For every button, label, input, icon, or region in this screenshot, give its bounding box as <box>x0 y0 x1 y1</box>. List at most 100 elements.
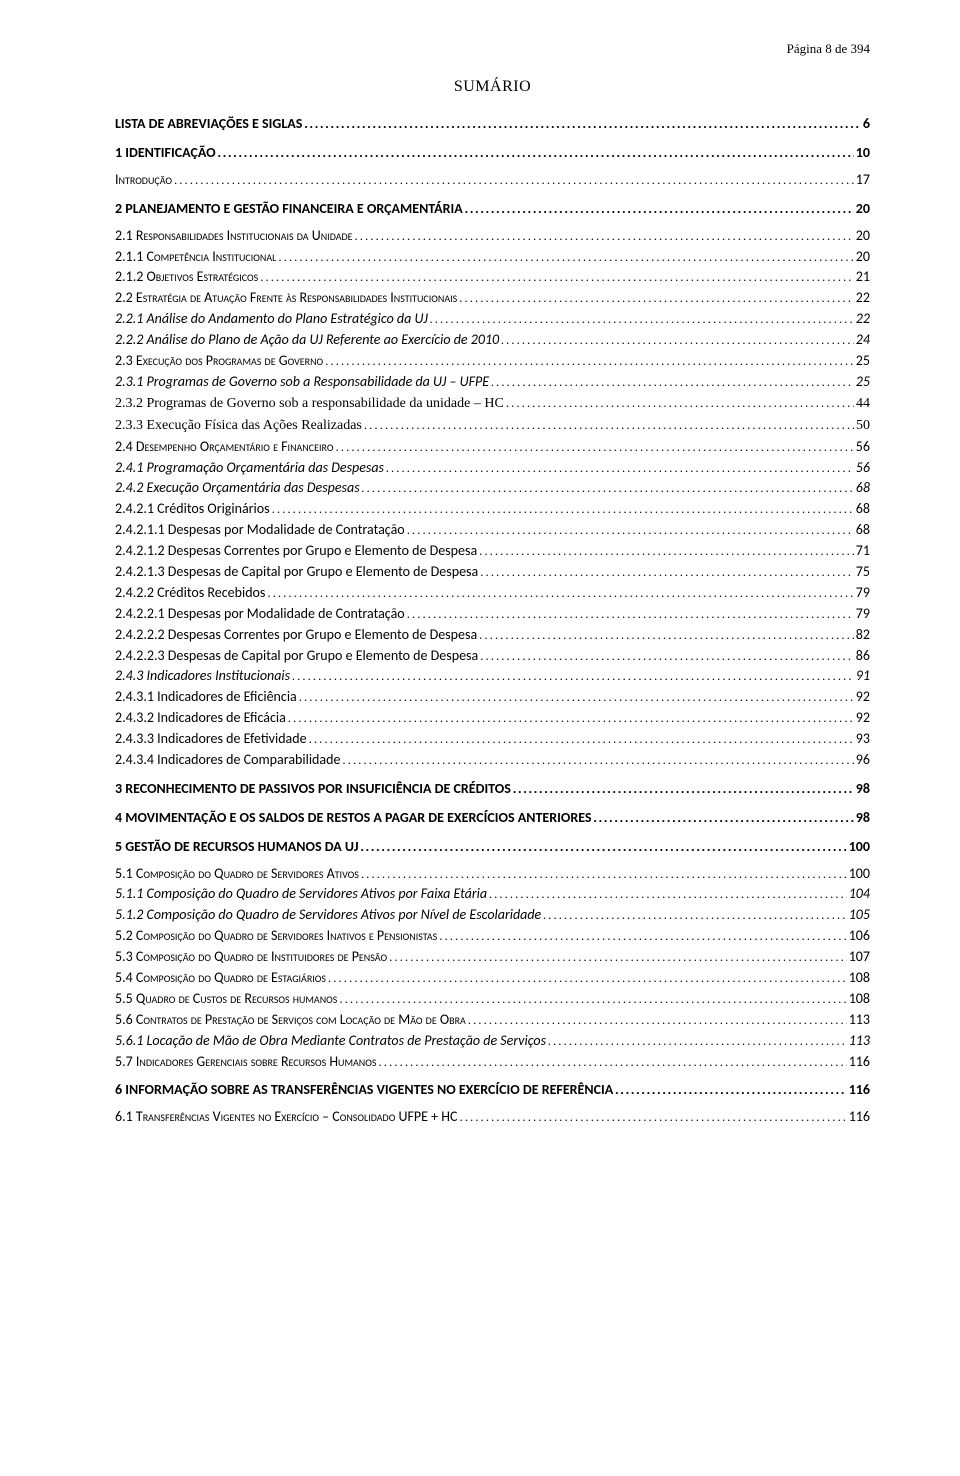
toc-leader-dots <box>479 626 854 644</box>
toc-entry: 5.6.1 Locação de Mão de Obra Mediante Co… <box>115 1032 870 1051</box>
toc-entry-label: 2.3.2 Programas de Governo sob a respons… <box>115 395 506 414</box>
toc-entry: 2.4.2.2.3 Despesas de Capital por Grupo … <box>115 647 870 666</box>
toc-entry: 2.1 Responsabilidades Institucionais da … <box>115 227 870 246</box>
toc-entry-page: 116 <box>847 1108 870 1127</box>
toc-entry-label: 2.3.3 Execução Física das Ações Realizad… <box>115 417 364 436</box>
toc-entry: 2.4.1 Programação Orçamentária das Despe… <box>115 459 870 478</box>
toc-entry: 2.4.2.2.2 Despesas Correntes por Grupo e… <box>115 626 870 645</box>
toc-entry: 2.3 Execução dos Programas de Governo 25 <box>115 352 870 371</box>
toc-leader-dots <box>174 171 854 189</box>
toc-entry-label: 2.3 Execução dos Programas de Governo <box>115 352 325 371</box>
toc-entry-label: 2.4.2.1 Créditos Originários <box>115 500 272 519</box>
toc-entry: 2.4.3.2 Indicadores de Eficácia92 <box>115 709 870 728</box>
toc-entry-page: 24 <box>854 331 870 350</box>
toc-leader-dots <box>304 115 861 133</box>
toc-entry-label: 5.3 Composição do Quadro de Instituidore… <box>115 948 389 967</box>
toc-entry: 6 INFORMAÇÃO SOBRE AS TRANSFERÊNCIAS VIG… <box>115 1081 870 1100</box>
toc-entry-label: 2.4.2.2.1 Despesas por Modalidade de Con… <box>115 605 407 624</box>
toc-entry-page: 20 <box>854 200 870 219</box>
toc-leader-dots <box>459 289 854 307</box>
toc-entry-page: 25 <box>854 352 870 371</box>
toc-entry-label: 5.1.1 Composição do Quadro de Servidores… <box>115 885 489 904</box>
toc-entry-label: 2 PLANEJAMENTO E GESTÃO FINANCEIRA E ORÇ… <box>115 200 465 219</box>
toc-entry-label: 2.2 Estratégia de Atuação Frente às Resp… <box>115 289 459 308</box>
toc-leader-dots <box>594 809 854 827</box>
toc-leader-dots <box>361 865 847 883</box>
toc-entry: 5.4 Composição do Quadro de Estagiários1… <box>115 969 870 988</box>
toc-leader-dots <box>615 1081 846 1099</box>
toc-entry: 5.5 Quadro de Custos de Recursos humanos… <box>115 990 870 1009</box>
toc-entry: 2.4.3.3 Indicadores de Efetividade93 <box>115 730 870 749</box>
toc-entry-label: LISTA DE ABREVIAÇÕES E SIGLAS <box>115 115 304 134</box>
toc-leader-dots <box>360 838 846 856</box>
toc-entry-page: 21 <box>854 268 870 287</box>
toc-entry-page: 17 <box>854 171 870 190</box>
toc-entry: LISTA DE ABREVIAÇÕES E SIGLAS6 <box>115 115 870 134</box>
toc-entry-page: 68 <box>854 500 870 519</box>
toc-entry-page: 44 <box>854 395 870 414</box>
toc-entry-page: 79 <box>854 605 870 624</box>
toc-entry-label: 2.1.1 Competência Institucional <box>115 248 278 267</box>
toc-leader-dots <box>272 500 854 518</box>
toc-entry-label: 2.2.2 Análise do Plano de Ação da UJ Ref… <box>115 331 501 350</box>
toc-entry: 2.3.3 Execução Física das Ações Realizad… <box>115 416 870 436</box>
toc-leader-dots <box>218 144 854 162</box>
toc-leader-dots <box>260 268 854 286</box>
toc-leader-dots <box>479 542 854 560</box>
toc-entry-label: 2.3.1 Programas de Governo sob a Respons… <box>115 373 491 392</box>
toc-entry: 5.2 Composição do Quadro de Servidores I… <box>115 927 870 946</box>
toc-entry-page: 116 <box>847 1081 870 1100</box>
toc-entry-page: 98 <box>854 780 870 799</box>
toc-entry-label: Introdução <box>115 171 174 190</box>
toc-entry: 2.4.2 Execução Orçamentária das Despesas… <box>115 479 870 498</box>
toc-entry-page: 56 <box>854 438 870 457</box>
toc-entry-label: 2.1 Responsabilidades Institucionais da … <box>115 227 355 246</box>
toc-leader-dots <box>364 416 854 434</box>
toc-entry: 2.4.2.1.1 Despesas por Modalidade de Con… <box>115 521 870 540</box>
toc-leader-dots <box>501 331 854 349</box>
toc-leader-dots <box>288 709 854 727</box>
toc-entry-label: 2.4.2.1.2 Despesas Correntes por Grupo e… <box>115 542 479 561</box>
toc-entry-page: 79 <box>854 584 870 603</box>
toc-entry-label: 2.4.2.2.3 Despesas de Capital por Grupo … <box>115 647 480 666</box>
toc-entry-page: 22 <box>854 289 870 308</box>
toc-entry-label: 5.1 Composição do Quadro de Servidores A… <box>115 865 361 884</box>
toc-entry-label: 2.4.2 Execução Orçamentária das Despesas <box>115 479 362 498</box>
toc-entry-label: 5.1.2 Composição do Quadro de Servidores… <box>115 906 543 925</box>
toc-leader-dots <box>299 688 854 706</box>
toc-entry-page: 50 <box>854 417 870 436</box>
toc-entry: 5 GESTÃO DE RECURSOS HUMANOS DA UJ100 <box>115 838 870 857</box>
page-title: SUMÁRIO <box>115 76 870 98</box>
toc-entry: 5.1.1 Composição do Quadro de Servidores… <box>115 885 870 904</box>
toc-entry: 6.1 Transferências Vigentes no Exercício… <box>115 1108 870 1127</box>
page-number-label: Página 8 de 394 <box>787 41 870 56</box>
toc-leader-dots <box>506 394 854 412</box>
toc-entry-page: 108 <box>847 969 870 988</box>
toc-entry-page: 68 <box>854 479 870 498</box>
toc-entry-page: 106 <box>847 927 870 946</box>
toc-entry: 2.2.1 Análise do Andamento do Plano Estr… <box>115 310 870 329</box>
toc-leader-dots <box>325 352 854 370</box>
toc-entry-page: 92 <box>854 688 870 707</box>
toc-entry-page: 75 <box>854 563 870 582</box>
toc-entry: 2.4.3.4 Indicadores de Comparabilidade96 <box>115 751 870 770</box>
toc-entry-page: 116 <box>847 1053 870 1072</box>
toc-entry: 2.4.3 Indicadores Institucionais91 <box>115 667 870 686</box>
toc-leader-dots <box>548 1032 847 1050</box>
toc-entry-page: 100 <box>847 865 870 884</box>
toc-entry: 2.2.2 Análise do Plano de Ação da UJ Ref… <box>115 331 870 350</box>
toc-entry-label: 2.4.1 Programação Orçamentária das Despe… <box>115 459 386 478</box>
toc-leader-dots <box>407 605 854 623</box>
toc-entry: 2.3.2 Programas de Governo sob a respons… <box>115 394 870 414</box>
toc-entry-label: 2.1.2 Objetivos Estratégicos <box>115 268 260 287</box>
toc-entry: 2.3.1 Programas de Governo sob a Respons… <box>115 373 870 392</box>
toc-leader-dots <box>342 751 853 769</box>
toc-entry-page: 10 <box>854 144 870 163</box>
toc-leader-dots <box>480 647 854 665</box>
toc-leader-dots <box>335 438 853 456</box>
toc-entry-label: 1 IDENTIFICAÇÃO <box>115 144 218 163</box>
toc-entry-label: 5.6 Contratos de Prestação de Serviços c… <box>115 1011 468 1030</box>
toc-entry-label: 2.4.2.1.1 Despesas por Modalidade de Con… <box>115 521 407 540</box>
toc-entry-label: 5.6.1 Locação de Mão de Obra Mediante Co… <box>115 1032 548 1051</box>
toc-entry-page: 22 <box>854 310 870 329</box>
